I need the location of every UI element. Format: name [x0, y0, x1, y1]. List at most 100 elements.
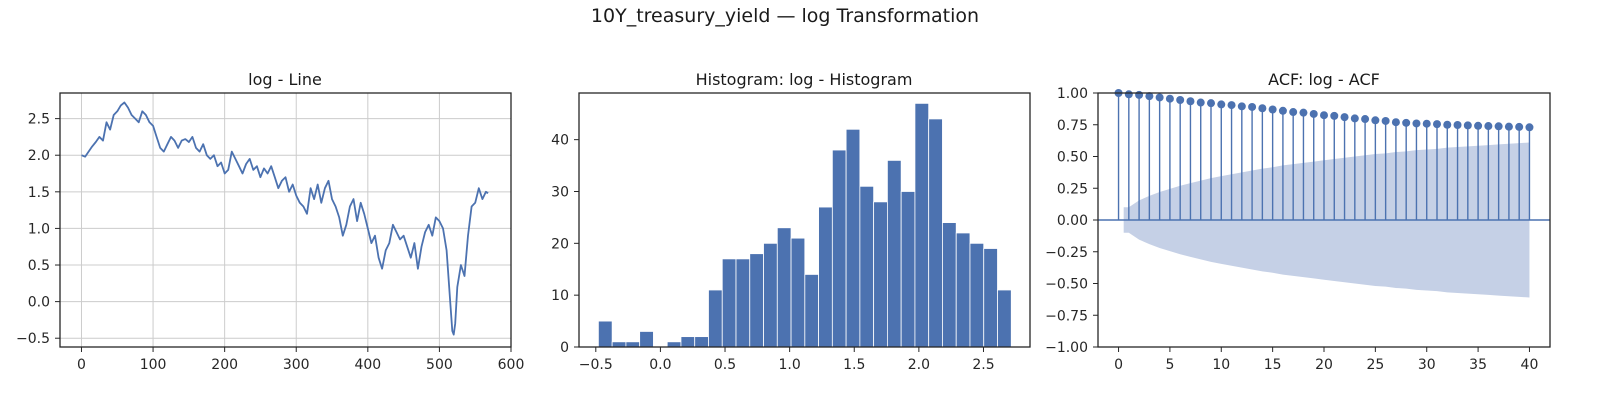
acf-point [1289, 108, 1298, 117]
line-chart-xtick-label: 100 [140, 357, 167, 373]
acf-point [1412, 119, 1421, 128]
histogram-bar [776, 227, 792, 348]
acf-point [1494, 122, 1503, 131]
histogram-bar [997, 289, 1012, 348]
histogram-bar [818, 206, 833, 348]
line-chart-xtick-label: 500 [426, 357, 453, 373]
acf-point [1504, 122, 1513, 131]
acf-point [1207, 99, 1215, 108]
line-chart-ytick-label: 0.5 [28, 258, 50, 274]
acf-point [1391, 118, 1400, 127]
acf-ytick-label: 0.50 [1057, 150, 1088, 166]
acf-xtick-label: 5 [1165, 357, 1174, 373]
histogram-bar [873, 201, 888, 348]
line-chart-xtick-label: 400 [354, 357, 381, 373]
acf-point [1361, 115, 1370, 124]
acf-point [1165, 94, 1174, 103]
line-chart-xtick-label: 300 [283, 357, 310, 373]
acf-ytick-label: −0.25 [1045, 245, 1088, 261]
histogram-bar [859, 185, 875, 348]
acf-ytick-label: 0.75 [1057, 118, 1088, 134]
acf-ytick-label: −1.00 [1045, 340, 1088, 356]
histogram-bar [680, 336, 696, 348]
acf-point [1463, 121, 1472, 130]
acf-ytick-label: 0.25 [1057, 181, 1088, 197]
acf-point [1309, 109, 1318, 118]
acf-point [1330, 111, 1339, 120]
acf-title: ACF: log - ACF [1268, 70, 1380, 89]
acf-ytick-label: 0.00 [1057, 213, 1088, 229]
acf-point [1217, 100, 1226, 109]
histogram-ytick-label: 0 [560, 340, 569, 356]
histogram-xtick-label: 1.0 [779, 357, 801, 373]
histogram-bar [886, 159, 902, 348]
histogram-bar [708, 289, 723, 348]
acf-ytick-label: −0.75 [1045, 308, 1088, 324]
histogram-panel: Histogram: log - Histogram −0.5 0.0 0.5 1.0… [551, 70, 1031, 373]
acf-point [1320, 111, 1328, 120]
acf-xtick-label: 20 [1315, 357, 1333, 373]
acf-ytick-label: −0.50 [1045, 277, 1088, 293]
figure-title: 10Y_treasury_yield — log Transformation [591, 5, 979, 27]
acf-point [1484, 122, 1493, 131]
histogram-bar [597, 320, 613, 348]
histogram-bar [611, 341, 627, 348]
histogram-ytick-label: 40 [551, 133, 569, 149]
histogram-bar [914, 102, 930, 348]
acf-point [1176, 95, 1185, 104]
histogram-title: Histogram: log - Histogram [696, 70, 913, 89]
acf-point [1350, 114, 1359, 123]
acf-point [1515, 122, 1524, 131]
acf-xtick-label: 10 [1212, 357, 1230, 373]
acf-point [1227, 101, 1236, 110]
histogram-bar [900, 191, 916, 348]
acf-xtick-label: 40 [1521, 357, 1539, 373]
histogram-frame [578, 92, 1031, 348]
histogram-bar [942, 222, 957, 348]
line-chart-xtick-label: 200 [211, 357, 238, 373]
acf-panel: ACF: log - ACF 0 5 10 15 20 25 30 35 40 −1.00 −0.7… [1045, 70, 1551, 373]
histogram-xtick-label: −0.5 [579, 357, 613, 373]
acf-point [1237, 102, 1246, 111]
histogram-bar [666, 341, 682, 348]
acf-point [1422, 119, 1431, 128]
acf-point [1340, 113, 1349, 122]
acf-point [1155, 93, 1164, 102]
acf-point [1248, 102, 1257, 111]
acf-xtick-label: 0 [1114, 357, 1123, 373]
histogram-bar [721, 258, 737, 348]
acf-ytick-label: 1.00 [1057, 86, 1088, 102]
acf-point [1268, 105, 1277, 114]
line-chart-ytick-label: 0.0 [28, 295, 50, 311]
acf-point [1145, 92, 1154, 101]
histogram-bar [625, 341, 641, 348]
histogram-bar [969, 242, 985, 348]
histogram-ytick-label: 20 [551, 236, 569, 252]
histogram-bar [804, 274, 819, 348]
line-chart-panel: log - Line 0 100 200 300 400 500 600 −0.5 0.0 0.5… [16, 70, 524, 373]
histogram-bar [639, 331, 654, 348]
acf-xtick-label: 25 [1366, 357, 1384, 373]
acf-point [1258, 104, 1267, 113]
histogram-bar [983, 248, 998, 348]
histogram-bar [955, 232, 971, 348]
line-chart-ytick-label: 1.5 [28, 185, 50, 201]
acf-xtick-label: 30 [1418, 357, 1436, 373]
histogram-bar [928, 118, 943, 348]
acf-point [1474, 121, 1483, 130]
histogram-xtick-label: 2.0 [908, 357, 930, 373]
acf-point [1453, 121, 1462, 130]
acf-point [1443, 120, 1452, 129]
acf-point [1371, 116, 1380, 125]
line-chart-xtick-label: 0 [77, 357, 86, 373]
line-chart-frame [59, 92, 512, 348]
histogram-ytick-label: 30 [551, 184, 569, 200]
acf-xtick-label: 35 [1469, 357, 1487, 373]
line-chart-ytick-label: 2.0 [28, 148, 50, 164]
histogram-xtick-label: 0.5 [714, 357, 736, 373]
histogram-ytick-label: 10 [551, 288, 569, 304]
histogram-bar [694, 336, 709, 348]
acf-point [1402, 118, 1411, 127]
histogram-bar [763, 242, 778, 348]
